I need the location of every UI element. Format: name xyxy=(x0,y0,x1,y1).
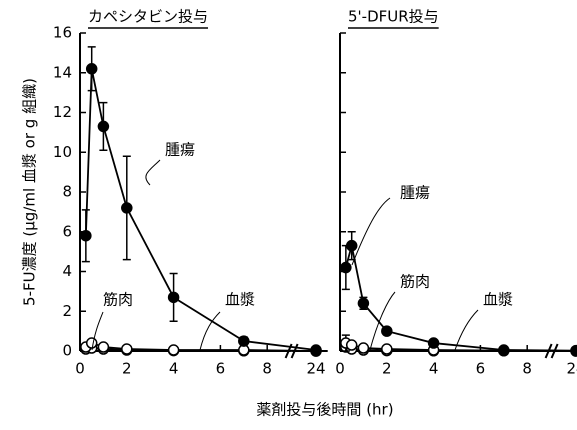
y-axis-label: 5-FU濃度 (μg/ml 血漿 or g 組織) xyxy=(21,78,39,306)
series-annotation: 腫瘍 xyxy=(165,141,195,159)
x-tick-label: 0 xyxy=(335,360,345,378)
data-point xyxy=(345,339,358,351)
data-point xyxy=(498,344,510,356)
y-tick-label: 16 xyxy=(53,24,72,42)
series-annotation: 筋肉 xyxy=(103,291,133,309)
series-annotation: 筋肉 xyxy=(400,273,430,291)
leader-line xyxy=(369,291,396,351)
x-tick-label: 0 xyxy=(75,360,85,378)
series-annotation: 血漿 xyxy=(225,291,255,309)
y-tick-label: 8 xyxy=(62,183,72,201)
data-point xyxy=(238,335,250,347)
y-tick-label: 10 xyxy=(53,143,72,161)
x-tick-label: 4 xyxy=(169,360,179,378)
data-point xyxy=(570,344,577,357)
x-tick-label: 6 xyxy=(216,360,226,378)
data-point xyxy=(97,341,110,353)
leader-line xyxy=(351,197,391,266)
leader-line xyxy=(91,311,104,351)
data-point xyxy=(85,337,98,349)
data-point xyxy=(167,291,180,304)
series-annotation: 血漿 xyxy=(483,291,513,309)
data-point xyxy=(345,239,358,252)
x-tick-label: 2 xyxy=(122,360,132,378)
data-point xyxy=(357,297,370,310)
data-point xyxy=(80,229,92,242)
y-tick-label: 4 xyxy=(62,262,72,280)
data-point xyxy=(340,261,352,274)
panel-title: カペシタビン投与 xyxy=(88,8,208,26)
data-point xyxy=(357,342,370,354)
leader-line xyxy=(145,159,161,186)
y-tick-label: 14 xyxy=(53,63,72,81)
data-point xyxy=(97,120,110,133)
data-point xyxy=(167,344,180,356)
data-point xyxy=(121,343,133,355)
data-point xyxy=(381,325,393,337)
y-tick-label: 12 xyxy=(53,103,72,121)
panel-title: 5'-DFUR投与 xyxy=(348,8,439,26)
data-point xyxy=(381,343,393,355)
x-tick-label: 24 xyxy=(306,360,325,378)
y-tick-label: 2 xyxy=(62,302,72,320)
data-point xyxy=(121,202,133,214)
data-point xyxy=(310,344,322,356)
x-tick-label: 8 xyxy=(262,360,272,378)
data-point xyxy=(427,337,440,349)
data-point xyxy=(85,63,98,75)
series-annotation: 腫瘍 xyxy=(400,184,430,202)
x-tick-label: 24 xyxy=(566,360,577,378)
x-tick-label: 8 xyxy=(522,360,532,378)
y-tick-label: 6 xyxy=(62,222,72,240)
leader-line xyxy=(199,311,221,351)
x-tick-label: 2 xyxy=(382,360,392,378)
y-tick-label: 0 xyxy=(62,342,72,360)
x-tick-label: 4 xyxy=(429,360,439,378)
x-axis-label: 薬剤投与後時間 (hr) xyxy=(256,401,393,419)
x-tick-label: 6 xyxy=(476,360,486,378)
leader-line xyxy=(454,309,479,351)
